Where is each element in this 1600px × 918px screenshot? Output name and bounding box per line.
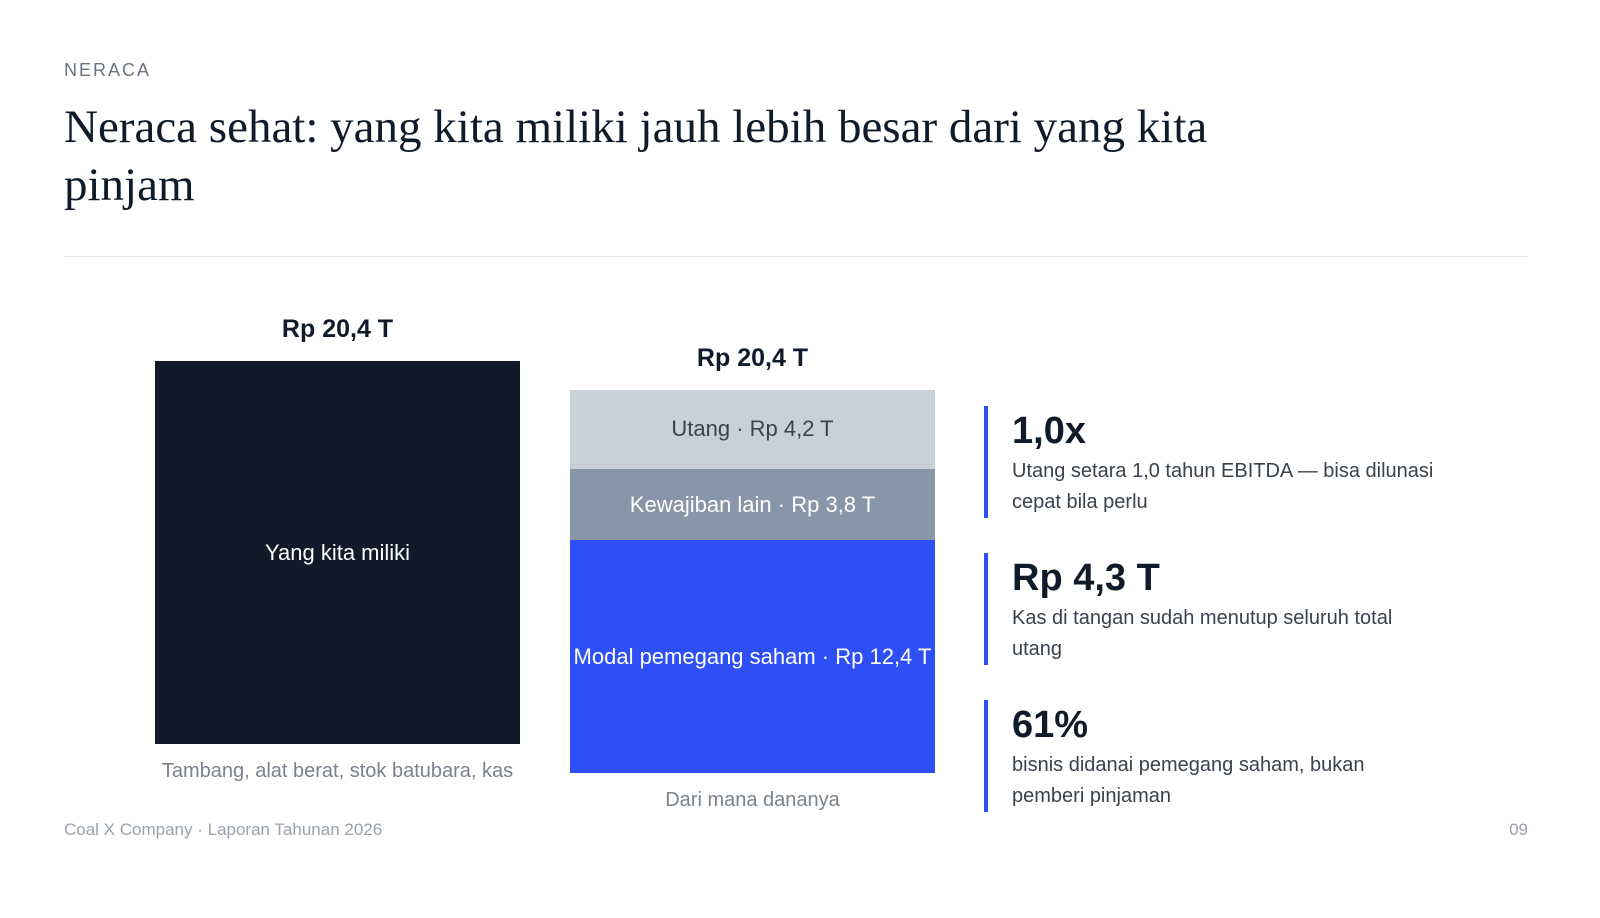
column-segment: Kewajiban lain · Rp 3,8 T: [570, 468, 935, 541]
column-segment: Utang · Rp 4,2 T: [570, 390, 935, 469]
segment-label: Modal pemegang saham · Rp 12,4 T: [573, 643, 932, 669]
divider: [64, 256, 1528, 257]
stat-block: Rp 4,3 T Kas di tangan sudah menutup selu…: [984, 553, 1442, 665]
column-segment: Yang kita miliki: [155, 361, 520, 744]
page-number: 09: [1509, 820, 1528, 839]
column-total: Rp 20,4 T: [281, 315, 394, 343]
stat-block: 1,0x Utang setara 1,0 tahun EBITDA — bisa…: [984, 406, 1442, 518]
footer-text: Coal X Company · Laporan Tahunan 2026: [64, 820, 383, 839]
column-caption: Dari mana dananya: [665, 789, 840, 811]
stat-figure: 61%: [1012, 704, 1089, 746]
stat-text: bisnis didanai pemegang saham, bukan pem…: [1012, 754, 1365, 807]
column-total: Rp 20,4 T: [696, 344, 809, 372]
segment-label: Yang kita miliki: [264, 539, 411, 565]
segment-label: Utang · Rp 4,2 T: [671, 416, 834, 442]
stat-block: 61% bisnis didanai pemegang saham, bukan …: [984, 700, 1442, 812]
stat-text: Kas di tangan sudah menutup seluruh tota…: [1012, 607, 1393, 660]
title: Neraca sehat: yang kita miliki jauh lebi…: [64, 101, 1208, 211]
column-caption: Tambang, alat berat, stok batubara, kas: [161, 760, 514, 782]
segment-label: Kewajiban lain · Rp 3,8 T: [629, 491, 876, 517]
stat-text: Utang setara 1,0 tahun EBITDA — bisa dil…: [1012, 460, 1434, 513]
column-segment: Modal pemegang saham · Rp 12,4 T: [570, 540, 935, 773]
stat-figure: 1,0x: [1012, 410, 1086, 452]
eyebrow: NERACA: [64, 60, 152, 80]
stat-figure: Rp 4,3 T: [1012, 557, 1160, 599]
